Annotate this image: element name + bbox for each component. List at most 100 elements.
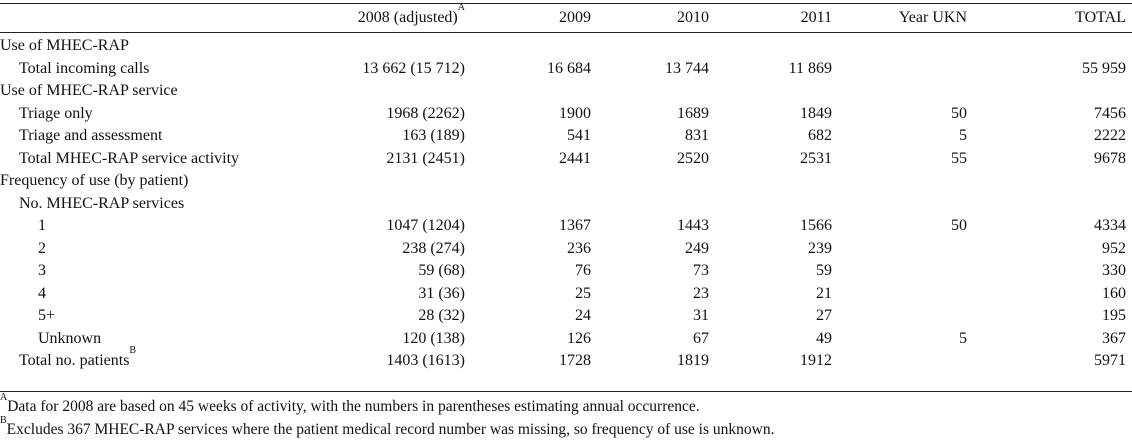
row-label-footnote-mark: B — [129, 345, 137, 356]
header-col-total: TOTAL — [1075, 9, 1126, 26]
table-header-rule — [0, 32, 1132, 33]
table-cell: 163 (189) — [402, 127, 465, 144]
table-cell: 4334 — [1094, 217, 1126, 234]
table-cell: 28 (32) — [418, 307, 465, 324]
table-cell: 1849 — [800, 104, 832, 122]
row-label-text: 2 — [38, 239, 46, 257]
row-label: No. MHEC-RAP services — [19, 193, 184, 215]
table-cell: 1566 — [800, 217, 832, 234]
table-cell: 330 — [1102, 262, 1126, 279]
table-row: Use of MHEC-RAP — [0, 35, 1132, 57]
table-row: 3 59 (68) 76 73 59 330 — [0, 260, 1132, 282]
row-label-text: Frequency of use (by patient) — [0, 172, 189, 189]
row-label: 5+ — [38, 305, 55, 327]
row-label: Total no. patientsB — [19, 346, 136, 372]
table-cell: 2131 (2451) — [386, 149, 465, 167]
table-cell: 238 (274) — [402, 239, 465, 257]
row-label: 2 — [38, 238, 46, 260]
table-cell: 31 — [693, 307, 709, 324]
table-cell: 682 — [808, 127, 832, 144]
table-cell: 1900 — [559, 104, 591, 122]
row-label-text: Use of MHEC-RAP — [0, 37, 129, 54]
table-cell: 31 (36) — [418, 284, 465, 302]
table-cell: 5 — [959, 127, 967, 144]
table-cell: 21 — [816, 284, 832, 302]
table-cell: 23 — [693, 284, 709, 302]
row-label: Frequency of use (by patient) — [0, 170, 188, 192]
table-cell: 126 — [567, 329, 591, 347]
footnote-a: AData for 2008 are based on 45 weeks of … — [0, 393, 700, 417]
footnote-a-text: Data for 2008 are based on 45 weeks of a… — [7, 398, 700, 415]
table-cell: 50 — [951, 217, 967, 234]
table-cell: 1819 — [677, 352, 709, 369]
table-cell: 120 (138) — [402, 329, 465, 347]
table-row: 5+ 28 (32) 24 31 27 195 — [0, 305, 1132, 327]
table-cell: 1047 (1204) — [386, 217, 465, 234]
row-label-text: Triage only — [19, 104, 93, 122]
table-header-row: 2008 (adjusted)A 2009 2010 2011 Year UKN… — [0, 2, 1132, 29]
table-row: Triage only 1968 (2262) 1900 1689 1849 50 7456 — [0, 103, 1132, 125]
row-label-text: 5+ — [38, 307, 56, 324]
table-cell: 73 — [693, 262, 709, 279]
table-row: Total incoming calls 13 662 (15 712) 16 68… — [0, 58, 1132, 80]
table-cell: 13 744 — [665, 59, 709, 77]
table-cell: 2531 — [800, 149, 832, 167]
row-label-text: 3 — [38, 262, 46, 279]
table-cell: 1403 (1613) — [386, 352, 465, 369]
row-label-text: Total MHEC-RAP service activity — [19, 149, 240, 167]
table-cell: 25 — [575, 284, 591, 302]
table-cell: 195 — [1102, 307, 1126, 324]
table-cell: 249 — [685, 239, 709, 257]
table-cell: 16 684 — [547, 59, 591, 77]
row-label-text: 1 — [38, 217, 46, 234]
table-cell: 1689 — [677, 104, 709, 122]
table-cell: 13 662 (15 712) — [362, 59, 465, 77]
row-label-text: Total incoming calls — [19, 59, 150, 77]
table-row: 2 238 (274) 236 249 239 952 — [0, 238, 1132, 260]
table-cell: 49 — [816, 329, 832, 347]
table-cell: 367 — [1102, 329, 1126, 347]
table-cell: 952 — [1102, 239, 1126, 257]
row-label: Use of MHEC-RAP service — [0, 80, 178, 102]
table-cell: 27 — [816, 307, 832, 324]
table-row: Unknown 120 (138) 126 67 49 5 367 — [0, 328, 1132, 350]
table-row: Triage and assessment 163 (189) 541 831 682 5… — [0, 125, 1132, 147]
table-cell: 24 — [575, 307, 591, 324]
row-label: Total MHEC-RAP service activity — [19, 148, 239, 170]
footnote-a-mark: A — [0, 392, 8, 403]
table-row: Frequency of use (by patient) — [0, 170, 1132, 192]
table-cell: 239 — [808, 239, 832, 257]
table-cell: 2441 — [559, 149, 591, 167]
row-label-text: Unknown — [38, 329, 102, 347]
table-row: Total MHEC-RAP service activity 2131 (245… — [0, 148, 1132, 170]
table-cell: 1912 — [800, 352, 832, 369]
row-label: Use of MHEC-RAP — [0, 35, 129, 57]
table-cell: 11 869 — [788, 59, 832, 77]
footnote-b-mark: B — [0, 415, 7, 426]
row-label-text: No. MHEC-RAP services — [19, 194, 185, 212]
table-cell: 236 — [567, 239, 591, 257]
table-cell: 55 959 — [1082, 59, 1126, 77]
footnote-b-text: Excludes 367 MHEC-RAP services where the… — [6, 421, 775, 438]
table-cell: 7456 — [1094, 104, 1126, 122]
table-cell: 55 — [951, 149, 967, 167]
table-cell: 1367 — [559, 217, 591, 234]
row-label: Total incoming calls — [19, 58, 149, 80]
row-label: Triage only — [19, 103, 93, 125]
header-col-2008: 2008 (adjusted)A — [357, 2, 465, 27]
table-cell: 76 — [575, 262, 591, 279]
row-label: Unknown — [38, 328, 101, 350]
table-cell: 2222 — [1094, 127, 1126, 144]
table-cell: 59 (68) — [418, 262, 465, 279]
table-row: 4 31 (36) 25 23 21 160 — [0, 283, 1132, 305]
table-cell: 1443 — [677, 217, 709, 234]
row-label-text: Total no. patients — [19, 352, 130, 369]
header-col-2011: 2011 — [800, 9, 832, 26]
row-label: 1 — [38, 215, 46, 237]
table-cell: 1728 — [559, 352, 591, 369]
row-label: 3 — [38, 260, 46, 282]
table-bottom-rule — [0, 391, 1132, 392]
table-cell: 160 — [1102, 284, 1126, 302]
table-top-rule — [0, 3, 1132, 4]
footnote-b: BExcludes 367 MHEC-RAP services where th… — [0, 416, 775, 440]
